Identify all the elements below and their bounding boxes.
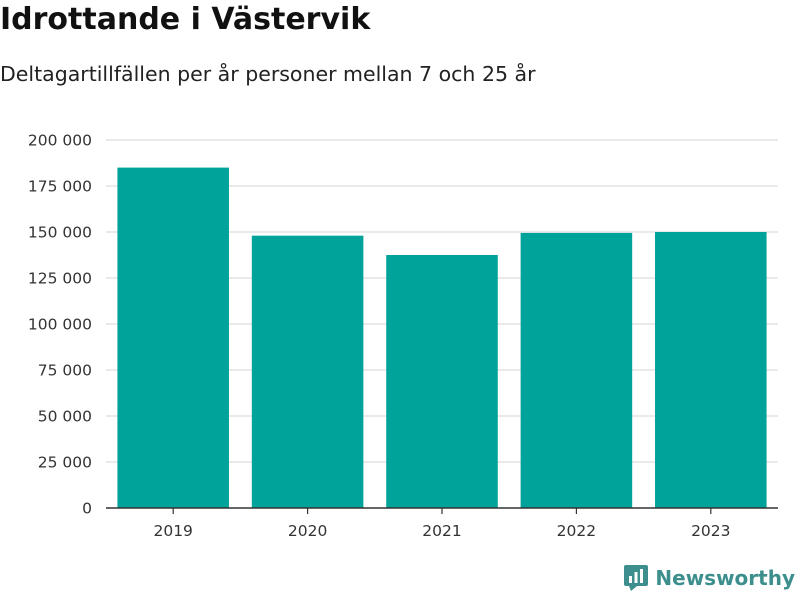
chart-title: Idrottande i Västervik [0, 2, 371, 37]
y-tick-label: 0 [82, 500, 92, 518]
y-tick-label: 150 000 [28, 224, 92, 242]
bar [386, 255, 498, 508]
y-tick-label: 25 000 [38, 454, 92, 472]
y-tick-label: 100 000 [28, 316, 92, 334]
bar [655, 232, 767, 508]
bar [520, 232, 633, 509]
x-tick-label: 2020 [288, 522, 327, 540]
bar [117, 167, 229, 508]
y-tick-label: 75 000 [38, 362, 92, 380]
y-tick-label: 50 000 [38, 408, 92, 426]
y-tick-label: 125 000 [28, 270, 92, 288]
newsworthy-logo-icon [624, 565, 649, 591]
x-tick-label: 2021 [422, 522, 461, 540]
brand-logo: Newsworthy [623, 564, 795, 592]
bar [251, 235, 364, 508]
y-tick-label: 175 000 [28, 178, 92, 196]
chart-subtitle: Deltagartillfällen per år personer mella… [0, 62, 536, 86]
x-tick-label: 2019 [153, 522, 192, 540]
x-tick-label: 2022 [557, 522, 596, 540]
brand-name: Newsworthy [655, 566, 795, 590]
x-tick-label: 2023 [691, 522, 730, 540]
y-tick-label: 200 000 [28, 132, 92, 150]
